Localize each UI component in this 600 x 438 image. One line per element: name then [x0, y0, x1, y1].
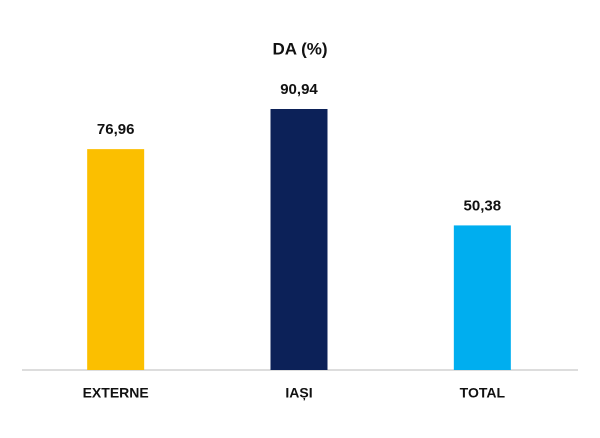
- bar: [453, 225, 511, 370]
- value-label: 90,94: [280, 81, 318, 98]
- bar: [87, 149, 145, 370]
- value-label: 76,96: [97, 121, 135, 138]
- chart-title: DA (%): [272, 39, 327, 58]
- bar: [270, 109, 328, 370]
- x-tick-label: IAȘI: [285, 385, 312, 401]
- x-tick-label: TOTAL: [460, 385, 506, 401]
- x-tick-label: EXTERNE: [83, 385, 149, 401]
- value-label: 50,38: [464, 197, 502, 214]
